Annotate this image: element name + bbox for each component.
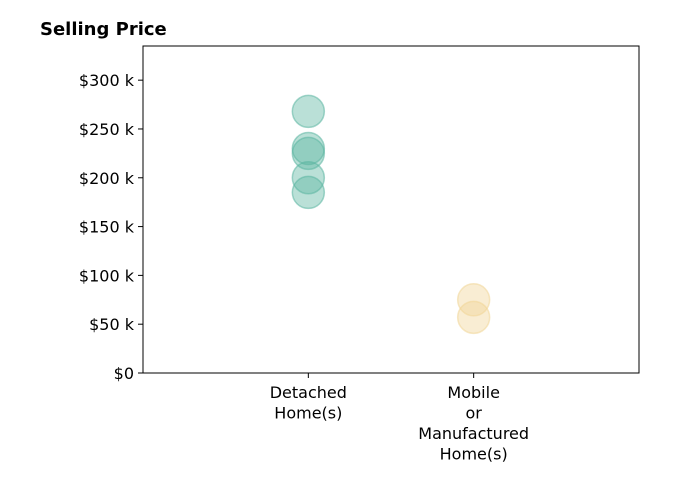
y-tick-label: $0 xyxy=(114,364,134,383)
data-point xyxy=(291,161,326,195)
x-axis: Detached Home(s) Mobile or Manufactured Home(… xyxy=(270,373,529,464)
x-category-label: Detached Home(s) xyxy=(270,383,347,423)
x-category-label: Mobile or Manufactured Home(s) xyxy=(418,383,529,464)
data-point xyxy=(291,175,326,210)
data-point xyxy=(291,136,326,171)
y-tick-label: $300 k xyxy=(79,71,135,90)
y-axis: $0 $50 k $100 k $150 k $200 k $250 k $300 k xyxy=(79,71,143,383)
plot-area-frame xyxy=(142,45,640,374)
y-tick-label: $100 k xyxy=(79,266,135,285)
y-tick-label: $200 k xyxy=(79,169,135,188)
data-point xyxy=(291,94,326,129)
y-tick-label: $50 k xyxy=(89,315,135,334)
data-point xyxy=(456,283,491,317)
data-points xyxy=(291,94,491,335)
chart-title: Selling Price xyxy=(40,19,167,40)
y-tick-label: $250 k xyxy=(79,120,135,139)
data-point xyxy=(456,300,491,335)
y-tick-label: $150 k xyxy=(79,218,135,237)
